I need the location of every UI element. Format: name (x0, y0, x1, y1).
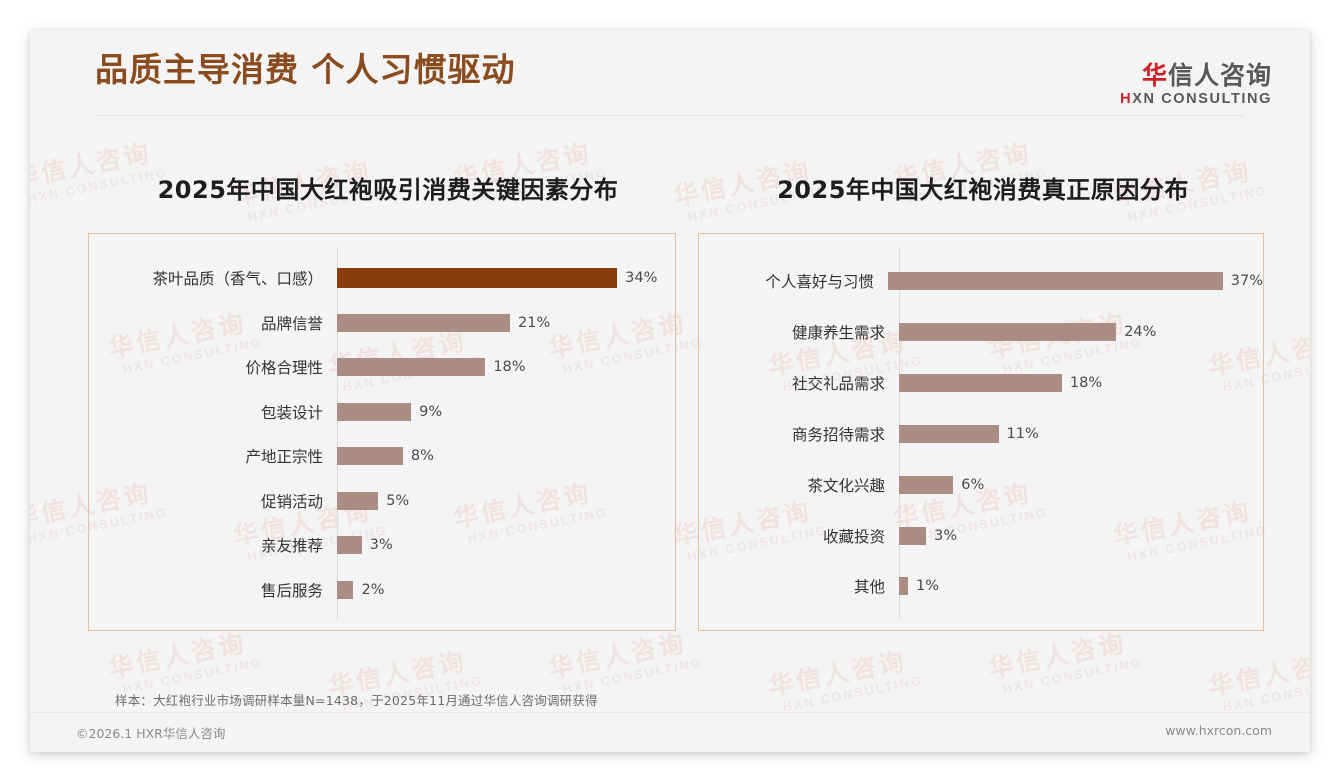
bar-value-label: 2% (361, 581, 385, 598)
chart-title-left: 2025年中国大红袍吸引消费关键因素分布 (157, 176, 619, 204)
bar-value-label: 18% (493, 359, 526, 376)
bar-category-label: 茶叶品质（香气、口感） (152, 270, 323, 289)
bar-highlighted (337, 268, 618, 289)
bar-value-label: 3% (369, 537, 393, 554)
logo-english-text: HXN CONSULTING (1120, 90, 1272, 108)
bar-category-label: 收藏投资 (822, 527, 885, 546)
slide-header: 品质主导消费 个人习惯驱动 华信人咨询 HXN CONSULTING (30, 30, 1310, 116)
bar-row: 品牌信誉 21% (89, 310, 675, 336)
bar-row: 茶文化兴趣 6% (699, 472, 1263, 498)
bar (337, 402, 412, 421)
bar-row: 个人喜好与习惯 37% (699, 268, 1263, 294)
bar (899, 577, 909, 596)
chart-block-real-reasons: 2025年中国大红袍消费真正原因分布 个人喜好与习惯 37% 健康养生需求 24% 社交… (698, 170, 1268, 631)
bar-category-label: 健康养生需求 (791, 324, 885, 343)
bar-category-label: 售后服务 (260, 581, 323, 600)
watermark-english: HXN CONSULTING (1001, 655, 1144, 697)
bar-value-label: 37% (1230, 273, 1263, 290)
bar (899, 526, 927, 545)
bar (337, 536, 362, 555)
slide-footer: ©2026.1 HXR华信人咨询 www.hxrcon.com (30, 712, 1310, 752)
bar (337, 580, 354, 599)
bar-row: 售后服务 2% (89, 577, 675, 603)
footer-divider (30, 712, 1310, 713)
bar-category-label: 茶文化兴趣 (807, 476, 885, 495)
chart-panel-right: 个人喜好与习惯 37% 健康养生需求 24% 社交礼品需求 18% 商务招待需求 11% 茶文化… (698, 233, 1264, 631)
logo-chinese-rest: 信人咨询 (1167, 61, 1272, 90)
bar-category-label: 商务招待需求 (791, 425, 885, 444)
bar-value-label: 21% (518, 314, 551, 331)
bar-row: 收藏投资 3% (699, 523, 1263, 549)
bar (887, 272, 1223, 291)
logo-english-accent: H (1120, 91, 1133, 107)
slide-canvas: 华信人咨询 HXN CONSULTING 华信人咨询 HXN CONSULTING 华信… (30, 30, 1310, 752)
bar (899, 475, 954, 494)
chart-block-key-factors: 2025年中国大红袍吸引消费关键因素分布 茶叶品质（香气、口感） 34% 品牌信誉 2… (88, 170, 678, 631)
bar-plot-left: 茶叶品质（香气、口感） 34% 品牌信誉 21% 价格合理性 18% 包装设计 9% 产地正宗性… (89, 234, 675, 630)
bar-value-label: 5% (386, 492, 410, 509)
watermark-english: HXN CONSULTING (1221, 673, 1310, 715)
bar-value-label: 9% (419, 403, 443, 420)
bar-row: 茶叶品质（香气、口感） 34% (89, 265, 675, 291)
bar (337, 358, 486, 377)
bar (337, 447, 403, 466)
bar-value-label: 34% (625, 270, 658, 287)
bar-value-label: 6% (961, 476, 985, 493)
bar-value-label: 18% (1069, 375, 1103, 392)
header-divider (95, 115, 1245, 116)
bar-category-label: 产地正宗性 (245, 448, 323, 467)
chart-panel-left: 茶叶品质（香气、口感） 34% 品牌信誉 21% 价格合理性 18% 包装设计 9% 产地正宗性… (88, 233, 676, 631)
bar (899, 323, 1117, 342)
bar-value-label: 1% (916, 578, 940, 595)
bar-row: 社交礼品需求 18% (699, 370, 1263, 396)
bar-category-label: 促销活动 (260, 492, 323, 511)
bar-row: 亲友推荐 3% (89, 532, 675, 558)
bar-value-label: 11% (1006, 425, 1039, 442)
watermark-english: HXN CONSULTING (781, 673, 924, 715)
logo-chinese-text: 华信人咨询 (1120, 62, 1272, 89)
bar-row: 包装设计 9% (89, 399, 675, 425)
bar-row: 商务招待需求 11% (699, 421, 1263, 447)
logo-accent-char: 华 (1141, 61, 1168, 90)
bar-category-label: 亲友推荐 (260, 537, 323, 556)
bar-plot-right: 个人喜好与习惯 37% 健康养生需求 24% 社交礼品需求 18% 商务招待需求 11% 茶文化… (699, 234, 1263, 630)
bar-category-label: 其他 (853, 578, 885, 597)
bar-category-label: 价格合理性 (245, 359, 323, 378)
bar (337, 313, 511, 332)
bar (337, 491, 379, 510)
watermark-chinese: 华信人咨询 (765, 646, 909, 702)
chart-title-right: 2025年中国大红袍消费真正原因分布 (777, 176, 1189, 204)
copyright-text: ©2026.1 HXR华信人咨询 (76, 726, 226, 741)
bar-row: 产地正宗性 8% (89, 443, 675, 469)
bar-category-label: 品牌信誉 (260, 314, 323, 333)
bar-value-label: 3% (934, 527, 958, 544)
company-logo: 华信人咨询 HXN CONSULTING (1120, 62, 1272, 108)
bar-row: 价格合理性 18% (89, 354, 675, 380)
watermark-chinese: 华信人咨询 (1205, 646, 1310, 702)
bar-value-label: 8% (410, 448, 434, 465)
bar-category-label: 社交礼品需求 (791, 375, 885, 394)
bar-value-label: 24% (1124, 324, 1157, 341)
logo-english-rest: XN CONSULTING (1132, 91, 1272, 107)
website-url[interactable]: www.hxrcon.com (1165, 723, 1272, 738)
source-footnote: 样本：大红袍行业市场调研样本量N=1438，于2025年11月通过华信人咨询调研… (115, 693, 598, 708)
bar-row: 促销活动 5% (89, 488, 675, 514)
bar-row: 健康养生需求 24% (699, 319, 1263, 345)
bar (899, 424, 999, 443)
chart-axis-line-left (337, 248, 338, 620)
bar-category-label: 包装设计 (260, 403, 323, 422)
bar (899, 374, 1062, 393)
bar-category-label: 个人喜好与习惯 (765, 273, 874, 292)
page-title: 品质主导消费 个人习惯驱动 (95, 50, 516, 89)
bar-row: 其他 1% (699, 573, 1263, 599)
